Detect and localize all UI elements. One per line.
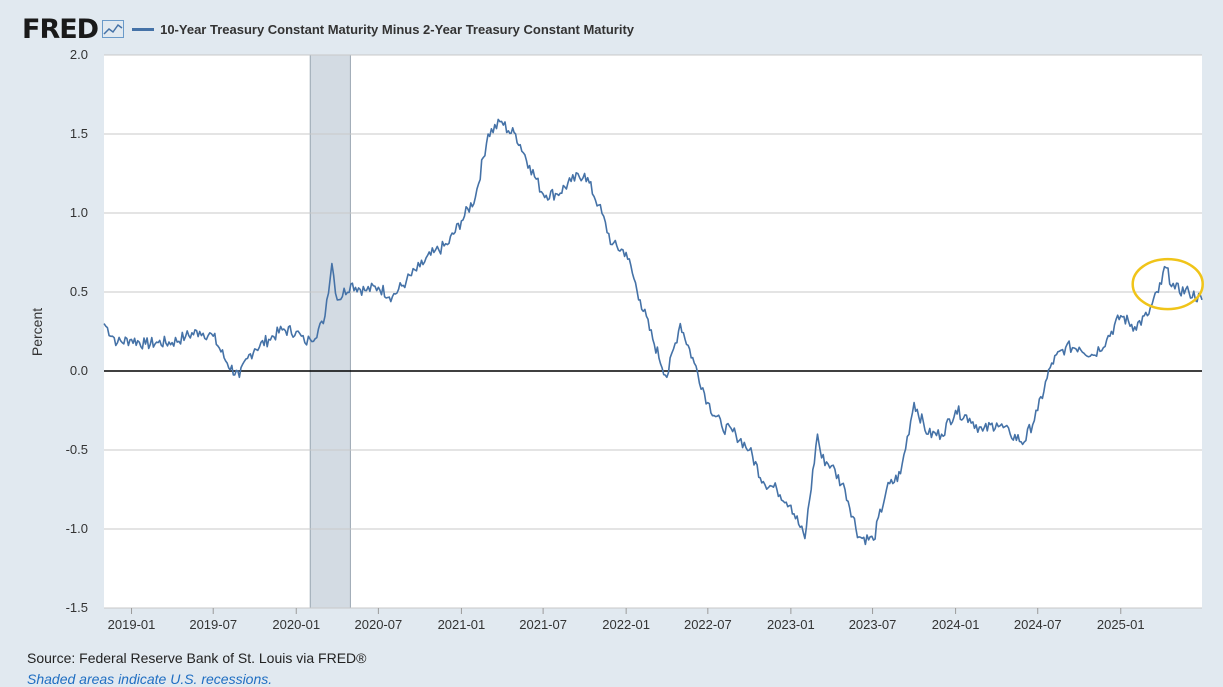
x-tick-label: 2025-01 — [1097, 617, 1145, 632]
recession-note-link[interactable]: Shaded areas indicate U.S. recessions. — [27, 671, 273, 687]
x-tick-label: 2020-07 — [355, 617, 403, 632]
y-tick-label: -1.5 — [66, 600, 88, 615]
fred-logo[interactable]: FRED — [22, 13, 99, 45]
recession-band — [309, 54, 351, 609]
gridlines — [104, 54, 1202, 609]
series-line — [103, 118, 1203, 546]
highlight-circle — [1131, 257, 1204, 311]
recession-shading — [309, 54, 351, 609]
x-axis-ticks: 2019-01 2019-07 2020-01 2020-07 2021-01 2021-… — [108, 608, 1145, 632]
highlight-annotation — [1131, 257, 1204, 311]
legend-series-title: 10-Year Treasury Constant Maturity Minus… — [160, 21, 635, 37]
plot-area — [104, 55, 1202, 608]
x-tick-label: 2019-01 — [108, 617, 156, 632]
x-tick-label: 2019-07 — [189, 617, 237, 632]
x-tick-label: 2024-07 — [1014, 617, 1062, 632]
chart-header: FRED 10-Year Treasury Constant Maturity … — [22, 12, 634, 46]
y-tick-label: -0.5 — [66, 442, 88, 457]
x-tick-label: 2023-01 — [767, 617, 815, 632]
series-lines — [103, 118, 1203, 546]
line-graph-icon-glyph — [103, 23, 123, 35]
y-tick-label: 2.0 — [70, 47, 88, 62]
y-tick-label: 0.5 — [70, 284, 88, 299]
legend-swatch — [132, 27, 155, 31]
x-tick-label: 2022-01 — [602, 617, 650, 632]
line-chart[interactable]: 2.01.51.00.50.0-0.5-1.0-1.5 2019-01 2019-… — [0, 0, 1223, 640]
y-tick-label: 1.5 — [70, 126, 88, 141]
x-tick-label: 2020-01 — [272, 617, 320, 632]
x-tick-label: 2021-07 — [519, 617, 567, 632]
line-graph-icon[interactable] — [102, 20, 125, 38]
y-tick-label: -1.0 — [66, 521, 88, 536]
y-tick-label: 0.0 — [70, 363, 88, 378]
y-axis-label: Percent — [29, 308, 45, 356]
x-tick-label: 2021-01 — [438, 617, 486, 632]
x-tick-label: 2024-01 — [932, 617, 980, 632]
y-tick-label: 1.0 — [70, 205, 88, 220]
source-credit: Source: Federal Reserve Bank of St. Loui… — [27, 650, 367, 666]
y-axis-ticks: 2.0 1.5 1.0 0.5 0.0 -0.5 -1.0 -1.5 — [66, 47, 88, 615]
x-tick-label: 2023-07 — [849, 617, 897, 632]
legend: 10-Year Treasury Constant Maturity Minus… — [132, 22, 634, 37]
x-tick-label: 2022-07 — [684, 617, 732, 632]
